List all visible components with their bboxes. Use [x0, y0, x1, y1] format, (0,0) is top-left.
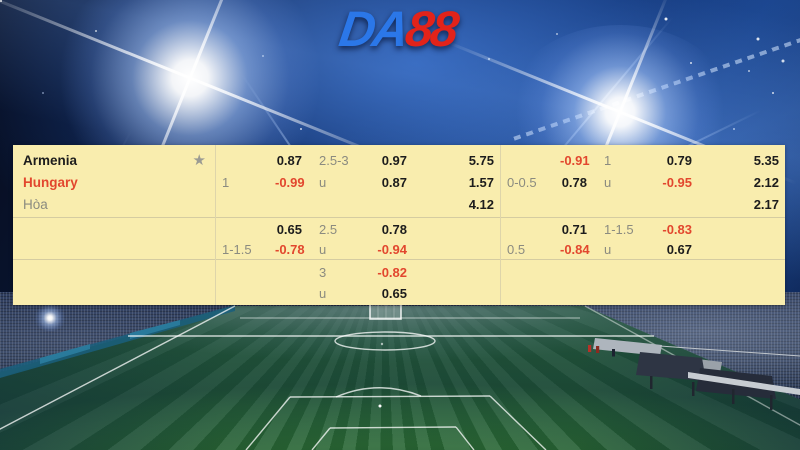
handicap-line-cell: u	[604, 174, 612, 190]
odds-cell[interactable]: 0.87	[276, 152, 302, 168]
odds-cell[interactable]: 2.17	[753, 196, 779, 212]
odds-cell[interactable]: 0.87	[381, 174, 407, 190]
handicap-line-cell: 1-1.5	[604, 221, 634, 237]
odds-cell[interactable]: 2.12	[753, 174, 779, 190]
sky-sparkles	[0, 0, 2, 2]
odds-cell[interactable]: 0.67	[666, 241, 692, 257]
handicap-line-cell: u	[319, 174, 327, 190]
team-name: Hungary	[23, 174, 78, 190]
odds-cell[interactable]: 4.12	[468, 196, 494, 212]
odds-row: Hungary 1 -0.99 u 0.87 1.57 0-0.5 0.78 u -0.95 2.1…	[13, 171, 785, 193]
odds-groups: Armenia ★ 0.87 2.5-3 0.97 5.75 -0.91 1 0.79 5.35 H…	[13, 145, 785, 305]
odds-row: Hòa 4.12 2.17	[13, 193, 785, 215]
odds-cell[interactable]: -0.91	[560, 152, 590, 168]
handicap-line-cell: 0-0.5	[507, 174, 537, 190]
odds-cell[interactable]: 0.79	[666, 152, 692, 168]
odds-cell[interactable]: 0.71	[561, 221, 587, 237]
team-name: Hòa	[23, 196, 48, 212]
handicap-line-cell: 2.5	[319, 221, 338, 237]
odds-cell[interactable]: 0.97	[381, 152, 407, 168]
odds-table: Armenia ★ 0.87 2.5-3 0.97 5.75 -0.91 1 0.79 5.35 H…	[13, 145, 785, 305]
handicap-line-cell: 1	[222, 174, 230, 190]
odds-cell[interactable]: -0.78	[275, 241, 305, 257]
handicap-line-cell: 2.5-3	[319, 152, 349, 168]
odds-row: Armenia ★ 0.87 2.5-3 0.97 5.75 -0.91 1 0.79 5.35	[13, 149, 785, 171]
odds-row: 0.65 2.5 0.78 0.71 1-1.5 -0.83	[13, 219, 785, 239]
odds-cell[interactable]: -0.84	[560, 241, 590, 257]
odds-cell[interactable]: 0.65	[276, 221, 302, 237]
odds-row: u 0.65	[13, 283, 785, 304]
handicap-line-cell: 3	[319, 265, 327, 280]
logo-text-da: DA	[335, 1, 410, 57]
team-cell-home: Armenia ★	[13, 151, 215, 169]
handicap-line-cell: u	[319, 241, 327, 257]
odds-cell[interactable]: 5.35	[753, 152, 779, 168]
odds-cell[interactable]: -0.94	[377, 241, 407, 257]
handicap-line-cell: u	[604, 241, 612, 257]
team-cell-draw: Hòa	[13, 197, 215, 212]
odds-cell[interactable]: -0.82	[377, 265, 407, 280]
odds-group-1: Armenia ★ 0.87 2.5-3 0.97 5.75 -0.91 1 0.79 5.35 H…	[13, 145, 785, 217]
team-cell-away: Hungary	[13, 175, 215, 190]
odds-cell[interactable]: 0.78	[561, 174, 587, 190]
odds-row: 3 -0.82	[13, 262, 785, 283]
odds-cell[interactable]: -0.99	[275, 174, 305, 190]
odds-cell[interactable]: 0.78	[381, 221, 407, 237]
camera-glint	[33, 305, 67, 331]
odds-cell[interactable]: -0.83	[662, 221, 692, 237]
logo-text-88: 88	[402, 1, 460, 57]
odds-cell[interactable]: 5.75	[468, 152, 494, 168]
team-name: Armenia	[23, 152, 78, 168]
da88-logo: DA88	[335, 1, 460, 57]
odds-group-2: 0.65 2.5 0.78 0.71 1-1.5 -0.83 1-1.5 -0.78 u -0.9…	[13, 217, 785, 259]
odds-cell[interactable]: -0.95	[662, 174, 692, 190]
odds-row: 1-1.5 -0.78 u -0.94 0.5 -0.84 u 0.67	[13, 239, 785, 259]
favorite-star-icon[interactable]: ★	[192, 152, 206, 169]
handicap-line-cell: u	[319, 286, 327, 301]
column-divider	[500, 145, 501, 305]
odds-group-3: 3 -0.82 u 0.65	[13, 259, 785, 305]
odds-cell[interactable]: 0.65	[381, 286, 407, 301]
handicap-line-cell: 1-1.5	[222, 241, 252, 257]
handicap-line-cell: 1	[604, 152, 612, 168]
odds-cell[interactable]: 1.57	[468, 174, 494, 190]
handicap-line-cell: 0.5	[507, 241, 526, 257]
column-divider	[215, 145, 216, 305]
